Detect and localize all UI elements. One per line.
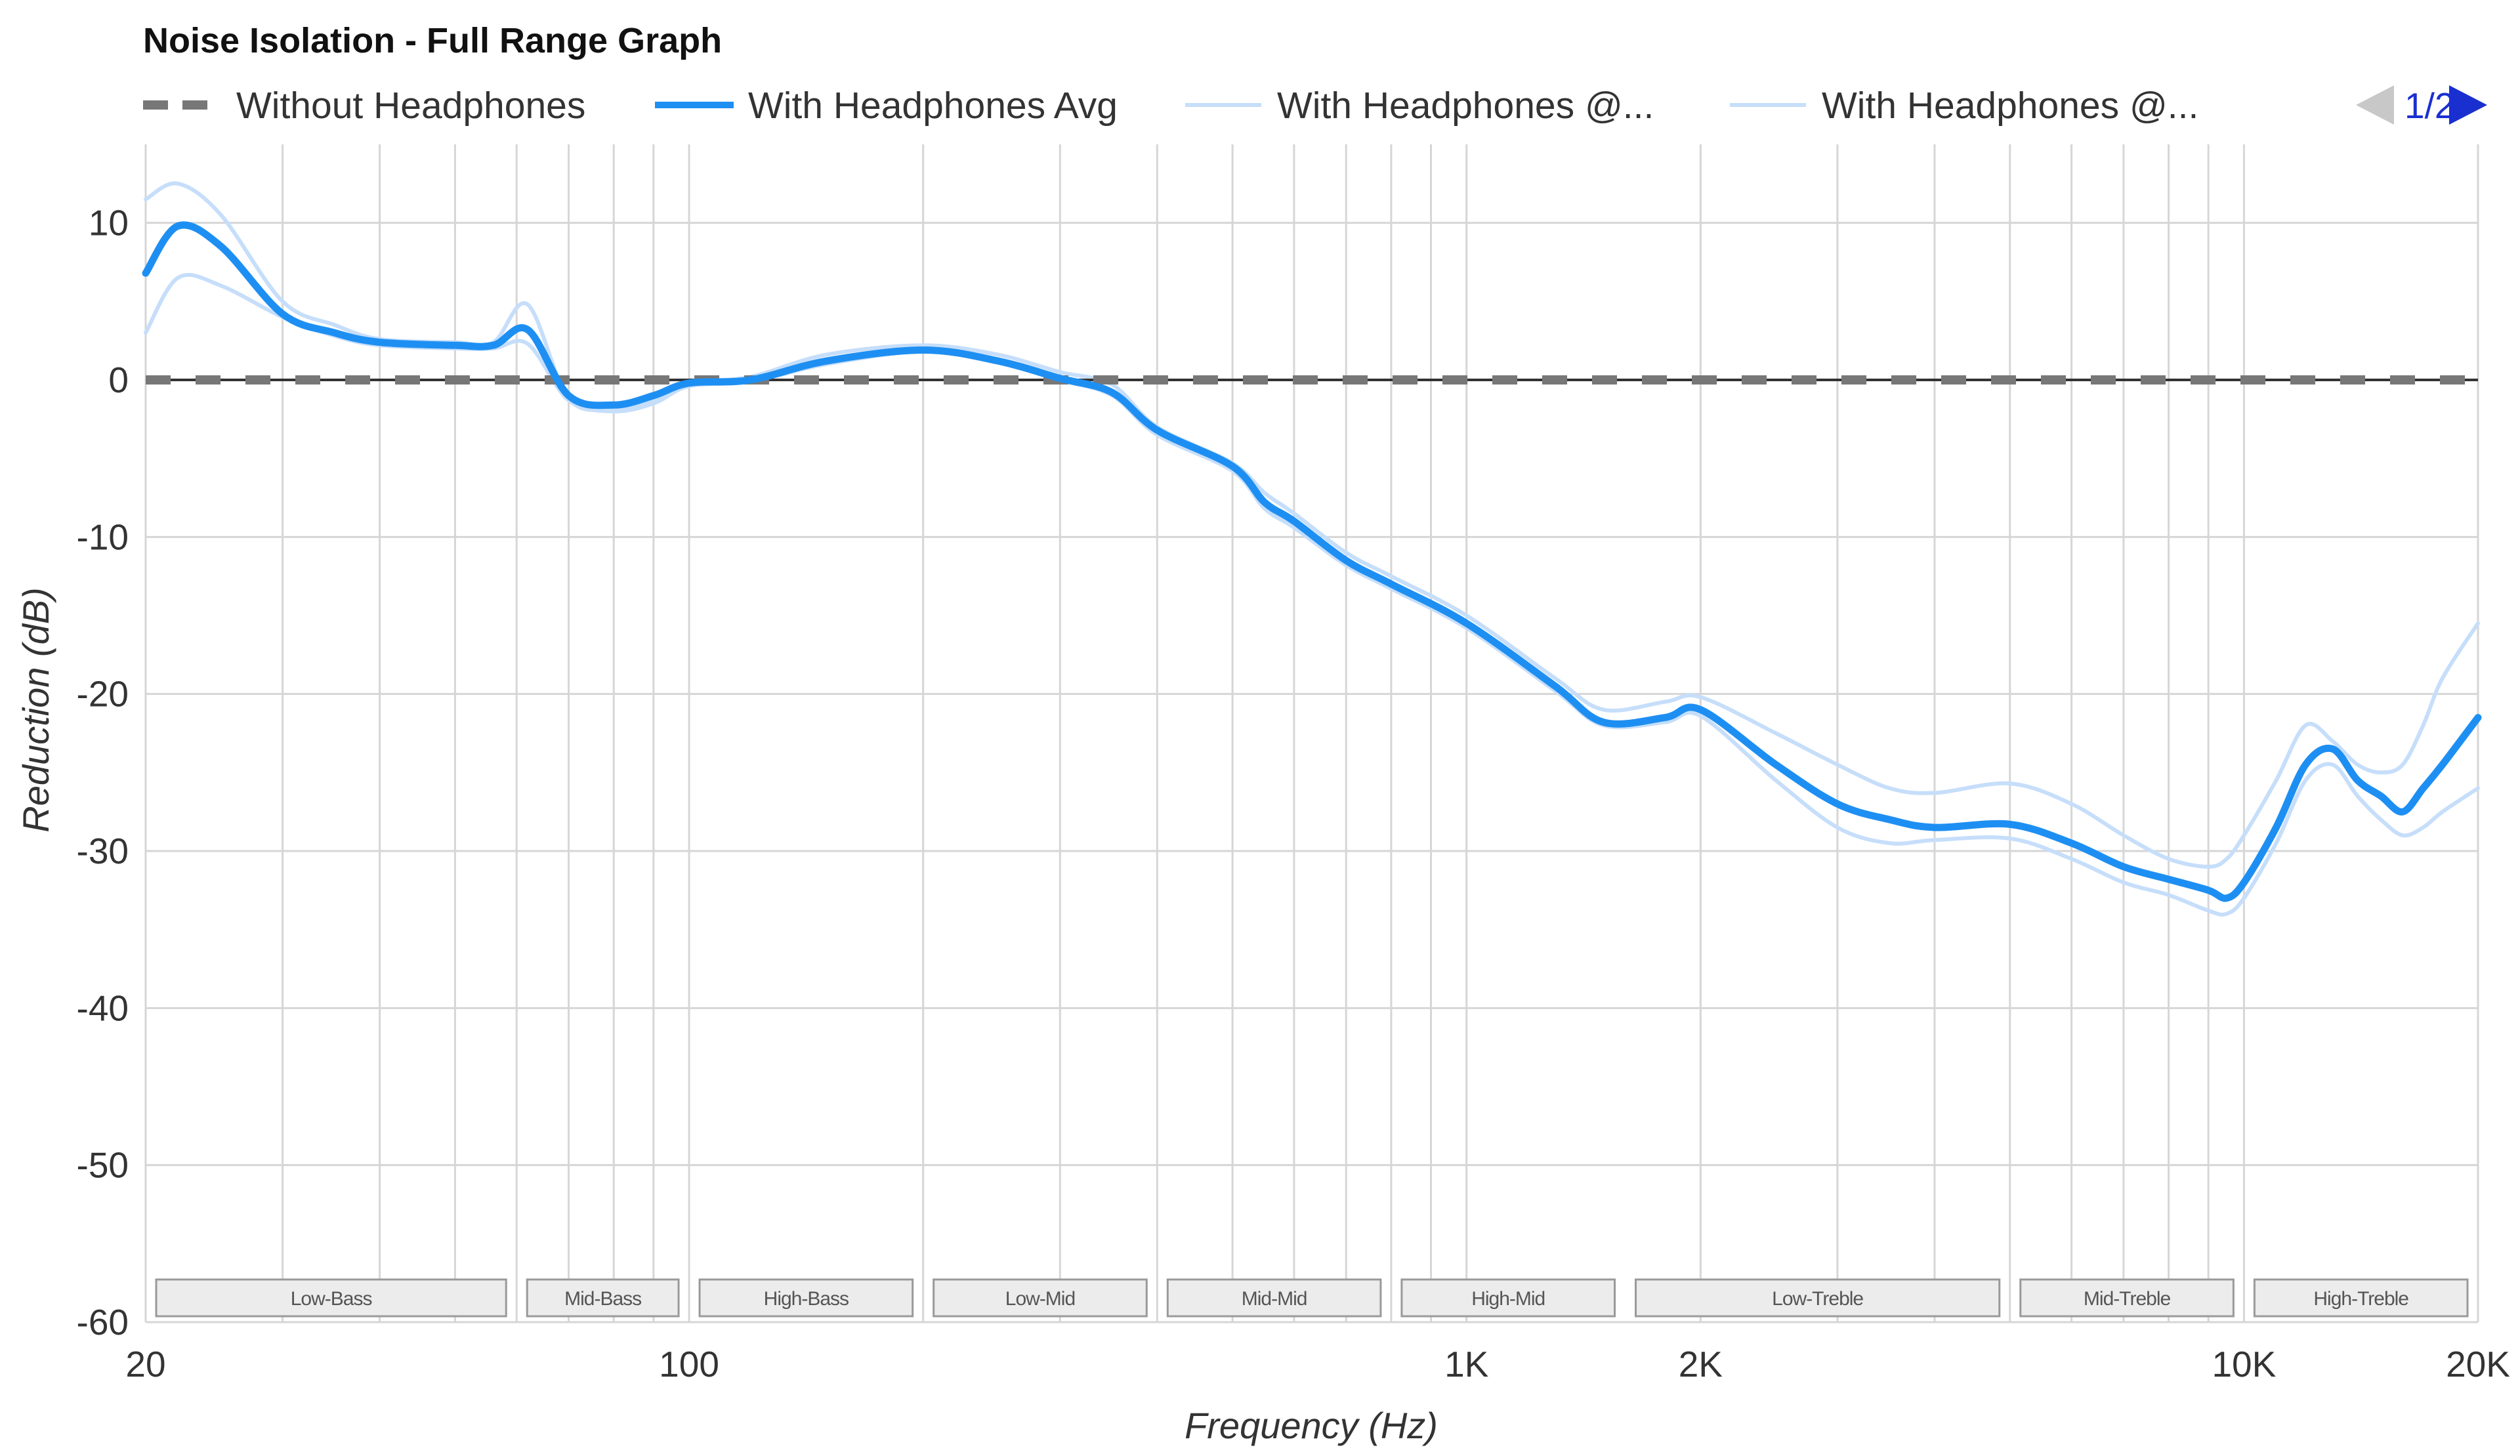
band-box [1635, 1278, 2001, 1318]
band-box [526, 1278, 680, 1318]
series-line-1 [144, 181, 2480, 869]
y-tick-label: -10 [77, 516, 129, 557]
y-tick-label: -60 [77, 1302, 129, 1342]
grid [144, 144, 2479, 1323]
legend-item-with-headphones-2[interactable]: With Headphones @... [1730, 85, 2198, 127]
band-mid-treble: Mid-Treble [2019, 1278, 2235, 1318]
legend-pager: 1/2 [2356, 85, 2487, 126]
legend-label: With Headphones @... [1822, 85, 2198, 127]
chart-title: Noise Isolation - Full Range Graph [143, 21, 722, 60]
band-box [155, 1278, 507, 1318]
x-tick-label: 100 [659, 1344, 719, 1384]
band-box [1400, 1278, 1616, 1318]
legend-label: With Headphones Avg [748, 85, 1118, 127]
axes: 100-10-20-30-40-50-60 20 100 1K 2K 10K 20K Fr… [15, 203, 2510, 1446]
band-label: High-Bass [764, 1288, 849, 1310]
band-high-mid: High-Mid [1400, 1278, 1616, 1318]
band-label: Low-Mid [1005, 1288, 1075, 1310]
band-low-bass: Low-Bass [155, 1278, 507, 1318]
band-high-treble: High-Treble [2253, 1278, 2469, 1318]
band-mid-mid: Mid-Mid [1166, 1278, 1382, 1318]
x-tick-label: 20K [2446, 1344, 2510, 1384]
legend-item-with-headphones-avg[interactable]: With Headphones Avg [655, 85, 1118, 127]
series-line-2 [142, 221, 2482, 902]
legend: Without Headphones With Headphones Avg W… [143, 85, 2487, 127]
band-label: Low-Treble [1772, 1288, 1863, 1310]
y-tick-label: 10 [89, 203, 129, 243]
frequency-bands: Low-Bass Mid-Bass High-Bass Low-Mid Mid-Mid H… [155, 1278, 2469, 1318]
pager-next-icon[interactable] [2449, 85, 2487, 125]
band-box [933, 1278, 1148, 1318]
x-tick-labels: 20 100 1K 2K 10K 20K [125, 1344, 2510, 1384]
band-box [698, 1278, 914, 1318]
y-tick-label: -40 [77, 988, 129, 1028]
x-tick-label: 2K [1679, 1344, 1723, 1384]
y-tick-label: -20 [77, 674, 129, 715]
y-tick-label: 0 [108, 360, 129, 400]
x-tick-label: 20 [125, 1344, 165, 1384]
y-axis-label: Reduction (dB) [15, 587, 56, 833]
band-box [1166, 1278, 1382, 1318]
legend-label: Without Headphones [236, 85, 585, 127]
band-label: Mid-Treble [2084, 1288, 2171, 1310]
series-lines [142, 181, 2482, 917]
legend-item-with-headphones-1[interactable]: With Headphones @... [1185, 85, 1654, 127]
x-axis-label: Frequency (Hz) [1185, 1405, 1438, 1446]
x-tick-label: 1K [1444, 1344, 1489, 1384]
y-tick-label: -30 [77, 831, 129, 871]
y-tick-labels: 10 0 -10 -20 -30 -40 -50 -60 [77, 203, 129, 1342]
band-label: Low-Bass [291, 1288, 372, 1310]
band-box [2019, 1278, 2235, 1318]
pager-prev-icon[interactable] [2356, 85, 2394, 125]
band-box [2253, 1278, 2469, 1318]
band-label: Mid-Mid [1242, 1288, 1307, 1310]
series-line-3 [144, 272, 2480, 917]
band-mid-bass: Mid-Bass [526, 1278, 680, 1318]
legend-item-without-headphones[interactable]: Without Headphones [143, 85, 585, 127]
legend-label: With Headphones @... [1277, 85, 1654, 127]
band-low-mid: Low-Mid [933, 1278, 1148, 1318]
band-label: High-Treble [2313, 1288, 2408, 1310]
y-tick-label: -50 [77, 1145, 129, 1186]
pager-label: 1/2 [2404, 85, 2454, 126]
x-tick-label: 10K [2212, 1344, 2276, 1384]
band-high-bass: High-Bass [698, 1278, 914, 1318]
band-low-treble: Low-Treble [1635, 1278, 2001, 1318]
band-label: Mid-Bass [564, 1288, 641, 1310]
band-label: High-Mid [1471, 1288, 1545, 1310]
